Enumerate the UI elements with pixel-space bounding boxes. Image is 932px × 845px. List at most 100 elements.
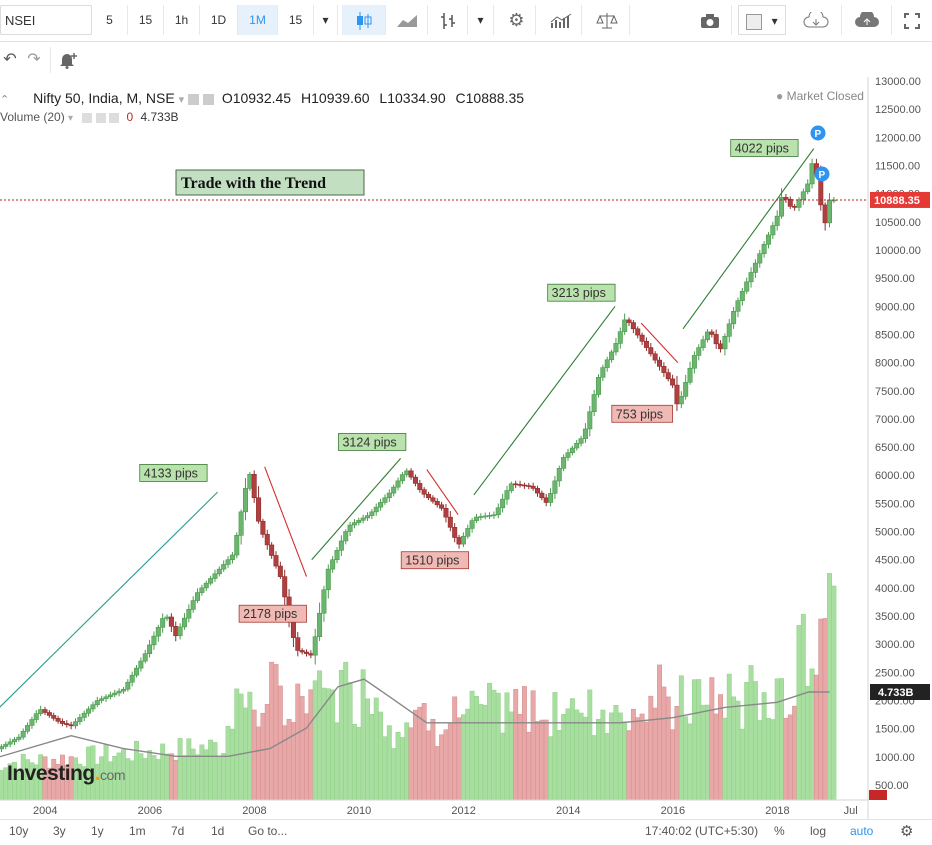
undo-button[interactable]: ↶ xyxy=(0,49,20,69)
candle-body xyxy=(116,690,122,694)
snapshot-button[interactable] xyxy=(688,5,732,35)
volume-bar xyxy=(195,754,200,801)
candle-body xyxy=(652,353,658,361)
candle-body xyxy=(473,516,479,521)
volume-bar xyxy=(648,695,654,801)
interval-1d[interactable]: 1D xyxy=(200,5,238,35)
range-10y[interactable]: 10y xyxy=(9,824,29,838)
cloud-download-icon xyxy=(803,9,828,28)
compare-button[interactable] xyxy=(584,5,630,35)
interval-5-label: 5 xyxy=(106,13,113,27)
candle-body xyxy=(447,516,453,528)
eye-icon[interactable] xyxy=(82,112,93,123)
symbol-input[interactable]: NSEI xyxy=(0,5,92,35)
range-1d[interactable]: 1d xyxy=(211,824,225,838)
volume-bar xyxy=(800,613,806,801)
volume-bar xyxy=(683,716,689,801)
volume-bar xyxy=(813,674,819,801)
interval-1m[interactable]: 1M xyxy=(238,5,278,35)
candle-body xyxy=(107,694,113,698)
redo-button[interactable]: ↷ xyxy=(24,49,44,69)
settings-icon[interactable] xyxy=(188,93,200,105)
volume-bar xyxy=(356,727,362,801)
dividend-marker-label: P xyxy=(815,129,822,140)
y-tick-label: 6000.00 xyxy=(875,470,915,482)
candle-body xyxy=(282,576,288,598)
chevron-down-icon[interactable]: ▾ xyxy=(68,113,74,124)
interval-5[interactable]: 5 xyxy=(92,5,128,35)
candle-body xyxy=(59,720,65,724)
indicators-button[interactable] xyxy=(540,5,582,35)
volume-bar xyxy=(543,719,549,801)
volume-bar xyxy=(164,753,170,801)
close-icon[interactable] xyxy=(109,112,120,123)
volume-bar xyxy=(639,713,645,801)
gear-icon[interactable]: ⚙ xyxy=(900,823,914,840)
candle-body xyxy=(369,511,375,516)
candle-body xyxy=(81,712,87,718)
alert-button[interactable] xyxy=(50,47,85,73)
chevron-down-icon[interactable]: ▾ xyxy=(178,94,185,106)
volume-bar xyxy=(430,718,436,801)
volume-bar xyxy=(508,711,514,801)
candle-body xyxy=(386,492,392,499)
volume-bar xyxy=(596,718,601,801)
color-picker-button[interactable]: ▾ xyxy=(738,5,786,35)
volume-bar xyxy=(705,704,710,801)
log-toggle[interactable]: log xyxy=(810,824,827,838)
volume-bar xyxy=(234,688,240,801)
candle-body xyxy=(600,367,606,378)
volume-bar xyxy=(221,753,227,801)
volume-bar xyxy=(700,704,706,801)
interval-custom[interactable]: 15 xyxy=(278,5,314,35)
volume-bar xyxy=(822,618,828,801)
bars-style-button[interactable] xyxy=(428,5,468,35)
x-tick-label: 2004 xyxy=(33,805,57,817)
volume-bar xyxy=(238,693,244,801)
candles-style-button[interactable] xyxy=(342,5,386,35)
volume-bar xyxy=(151,755,157,801)
range-1m[interactable]: 1m xyxy=(129,824,146,838)
candle-body xyxy=(234,535,240,556)
settings-button[interactable]: ⚙ xyxy=(498,5,536,35)
area-style-button[interactable] xyxy=(386,5,428,35)
percent-toggle[interactable]: % xyxy=(774,824,785,838)
candle-body xyxy=(783,197,789,200)
candle-body xyxy=(203,582,209,589)
pips-badge xyxy=(238,604,307,623)
collapse-icon[interactable]: ⌃ xyxy=(0,94,10,106)
volume-bar xyxy=(556,730,562,801)
pips-badge xyxy=(730,139,799,157)
interval-dropdown[interactable]: ▾ xyxy=(314,5,338,35)
candle-body xyxy=(561,457,567,469)
chart-style-dropdown[interactable]: ▾ xyxy=(468,5,494,35)
interval-15[interactable]: 15 xyxy=(128,5,164,35)
candle-body xyxy=(125,681,131,690)
trendline xyxy=(682,148,815,330)
range-1y[interactable]: 1y xyxy=(91,824,104,838)
y-tick-label: 9500.00 xyxy=(875,273,915,285)
eye-icon[interactable] xyxy=(202,93,214,105)
volume-bar xyxy=(369,714,375,801)
price-chart[interactable]: 500.001000.001500.002000.002500.003000.0… xyxy=(0,77,932,819)
fullscreen-button[interactable] xyxy=(894,5,930,35)
save-chart-button[interactable] xyxy=(842,5,892,35)
range-7d[interactable]: 7d xyxy=(171,824,185,838)
volume-bar xyxy=(295,683,301,801)
y-tick-label: 7500.00 xyxy=(875,386,915,398)
area-chart-icon xyxy=(396,14,417,27)
interval-custom-label: 15 xyxy=(288,13,303,27)
load-chart-button[interactable] xyxy=(790,5,842,35)
candle-body xyxy=(120,688,126,692)
settings-icon[interactable] xyxy=(95,112,106,123)
interval-1h[interactable]: 1h xyxy=(164,5,200,35)
volume-legend: Volume (20) ▾ 0 4.733B xyxy=(0,110,179,124)
volume-bar xyxy=(726,673,732,801)
candle-body xyxy=(360,517,366,521)
candle-body xyxy=(543,497,549,503)
auto-toggle[interactable]: auto xyxy=(850,824,874,838)
candle-body xyxy=(417,483,423,490)
candle-body xyxy=(826,199,832,224)
range-3y[interactable]: 3y xyxy=(53,824,66,838)
goto-button[interactable]: Go to... xyxy=(248,824,288,838)
